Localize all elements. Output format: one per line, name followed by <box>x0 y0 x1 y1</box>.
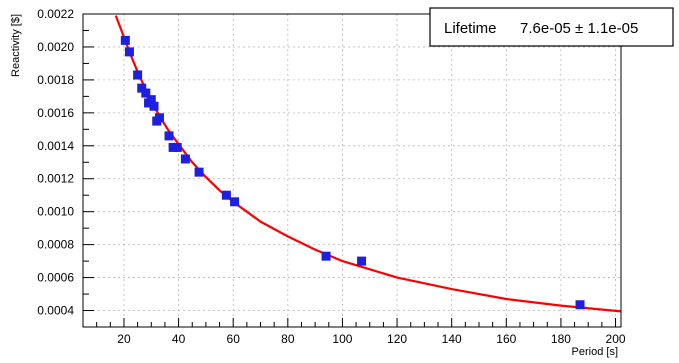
plot-frame <box>82 13 622 328</box>
x-tick-label: 140 <box>442 332 462 346</box>
grid-lines <box>83 13 621 327</box>
x-tick-label: 180 <box>551 332 571 346</box>
y-tick-labels: 0.0004 0.0006 0.0008 0.0010 0.0012 0.0014 0.00… <box>37 7 74 318</box>
y-tick-label: 0.0006 <box>37 271 74 285</box>
x-tick-label: 120 <box>387 332 407 346</box>
x-tick-label: 40 <box>172 332 186 346</box>
legend-frame <box>429 7 674 47</box>
data-point <box>321 251 331 261</box>
data-point <box>124 47 134 57</box>
y-tick-label: 0.0010 <box>37 205 74 219</box>
data-point <box>221 190 231 200</box>
data-point <box>137 83 147 93</box>
x-tick-label: 160 <box>496 332 516 346</box>
y-tick-label: 0.0022 <box>37 7 74 21</box>
y-tick-label: 0.0004 <box>37 304 74 318</box>
legend-value: 7.6e-05 ± 1.1e-05 <box>520 20 638 37</box>
data-point <box>230 197 240 207</box>
y-axis-title: Reactivity [$] <box>10 14 22 77</box>
y-tick-label: 0.0012 <box>37 172 74 186</box>
data-point <box>149 101 159 111</box>
data-point <box>194 167 204 177</box>
data-point <box>141 88 151 98</box>
data-point <box>575 300 585 310</box>
x-axis-title: Period [s] <box>572 346 618 358</box>
data-point <box>164 131 174 141</box>
y-tick-label: 0.0008 <box>37 238 74 252</box>
axis-ticks <box>83 13 617 328</box>
data-point <box>133 70 143 80</box>
y-tick-label: 0.0016 <box>37 106 74 120</box>
data-points-layer <box>120 35 585 310</box>
y-tick-label: 0.0020 <box>37 40 74 54</box>
data-point <box>154 113 164 123</box>
x-tick-label: 60 <box>227 332 241 346</box>
x-tick-labels: 20 40 60 80 100 120 140 160 180 200 <box>117 332 626 346</box>
data-point <box>357 256 367 266</box>
legend-label: Lifetime <box>444 20 497 37</box>
x-tick-label: 80 <box>281 332 295 346</box>
y-tick-label: 0.0014 <box>37 139 74 153</box>
x-tick-label: 20 <box>117 332 131 346</box>
y-tick-label: 0.0018 <box>37 73 74 87</box>
x-tick-label: 100 <box>332 332 352 346</box>
data-point <box>146 95 156 105</box>
x-tick-label: 200 <box>606 332 626 346</box>
data-point <box>180 154 190 164</box>
data-point <box>172 142 182 152</box>
data-point <box>120 35 130 45</box>
legend-box: Lifetime 7.6e-05 ± 1.1e-05 <box>429 7 674 47</box>
